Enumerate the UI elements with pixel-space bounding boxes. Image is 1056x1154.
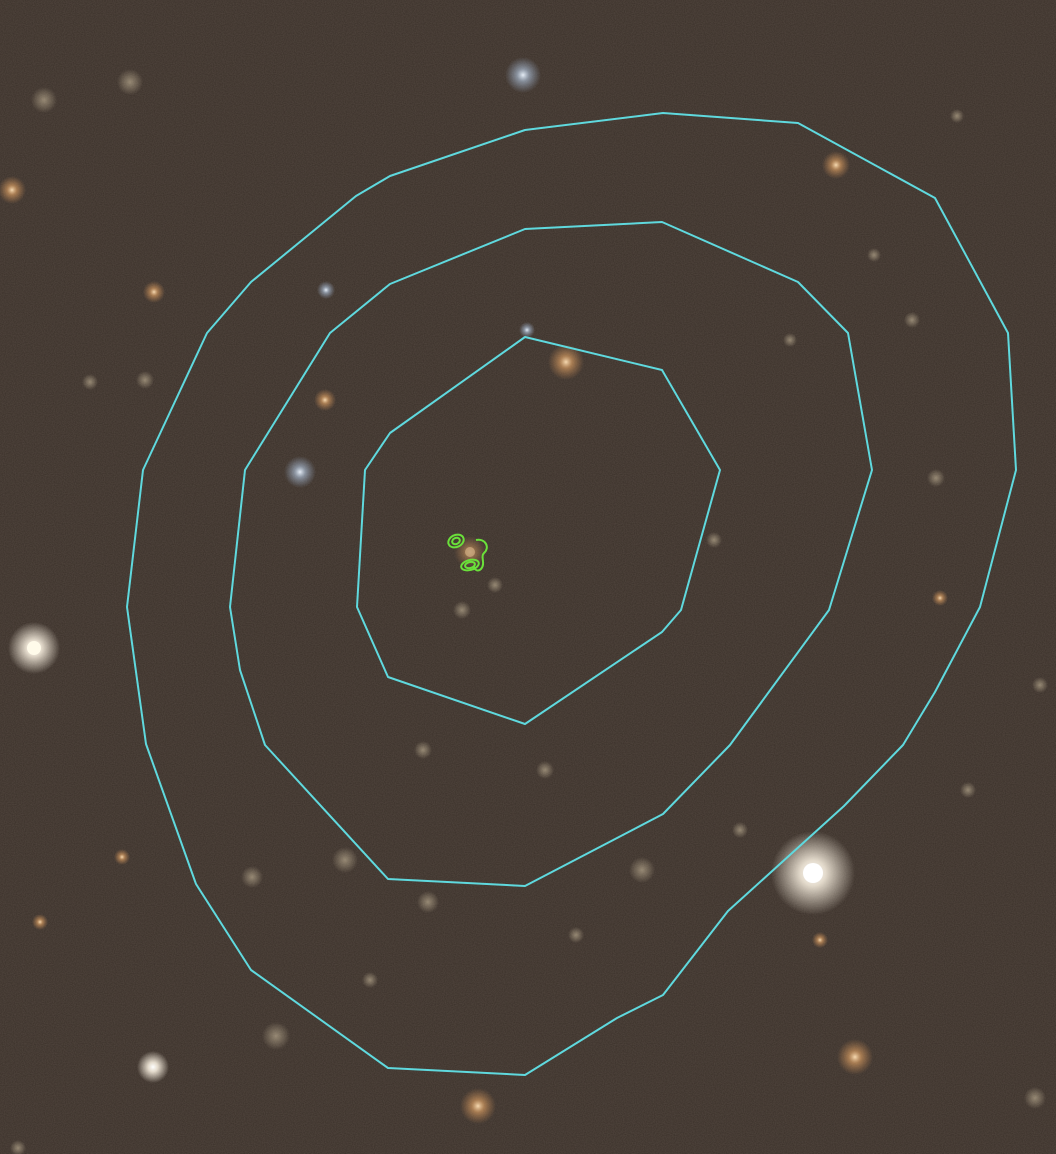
star <box>332 847 358 873</box>
star <box>487 577 503 593</box>
star <box>317 281 335 299</box>
star <box>548 344 584 380</box>
star <box>262 1022 290 1050</box>
star <box>950 109 964 123</box>
star <box>10 1140 26 1154</box>
star <box>137 1051 169 1083</box>
contour-inner-level-2 <box>451 536 461 546</box>
inner-contours <box>447 533 488 572</box>
star <box>241 866 263 888</box>
contour-inner-level-1b <box>460 558 480 572</box>
star <box>932 590 948 606</box>
star <box>136 371 154 389</box>
star <box>453 601 471 619</box>
contour-inner-level-2b <box>464 560 476 570</box>
star <box>314 389 336 411</box>
star <box>1032 677 1048 693</box>
contour-outer-level-2 <box>229 221 873 887</box>
star <box>32 914 48 930</box>
star <box>960 782 976 798</box>
outer-contours <box>126 112 1017 1076</box>
star <box>867 248 881 262</box>
star <box>837 1039 873 1075</box>
star <box>0 176 26 204</box>
star <box>114 849 130 865</box>
star <box>706 532 722 548</box>
star <box>904 312 920 328</box>
star <box>822 151 850 179</box>
contour-inner-arc <box>473 538 488 572</box>
star <box>812 932 828 948</box>
star <box>27 641 41 655</box>
star <box>568 927 584 943</box>
star <box>143 281 165 303</box>
star <box>117 69 143 95</box>
star <box>783 333 797 347</box>
star <box>536 761 554 779</box>
contour-outer-level-1 <box>126 112 1017 1076</box>
star <box>460 1088 496 1124</box>
star <box>82 374 98 390</box>
star <box>732 822 748 838</box>
star <box>505 57 541 93</box>
star <box>284 456 316 488</box>
star <box>629 857 655 883</box>
star <box>417 891 439 913</box>
star <box>927 469 945 487</box>
contour-inner-level-1 <box>447 533 465 549</box>
star <box>1024 1087 1046 1109</box>
star <box>362 972 378 988</box>
star <box>31 87 57 113</box>
star <box>414 741 432 759</box>
star <box>803 863 823 883</box>
stars <box>0 57 1048 1154</box>
contour-outer-level-3 <box>356 336 721 725</box>
star <box>519 322 535 338</box>
